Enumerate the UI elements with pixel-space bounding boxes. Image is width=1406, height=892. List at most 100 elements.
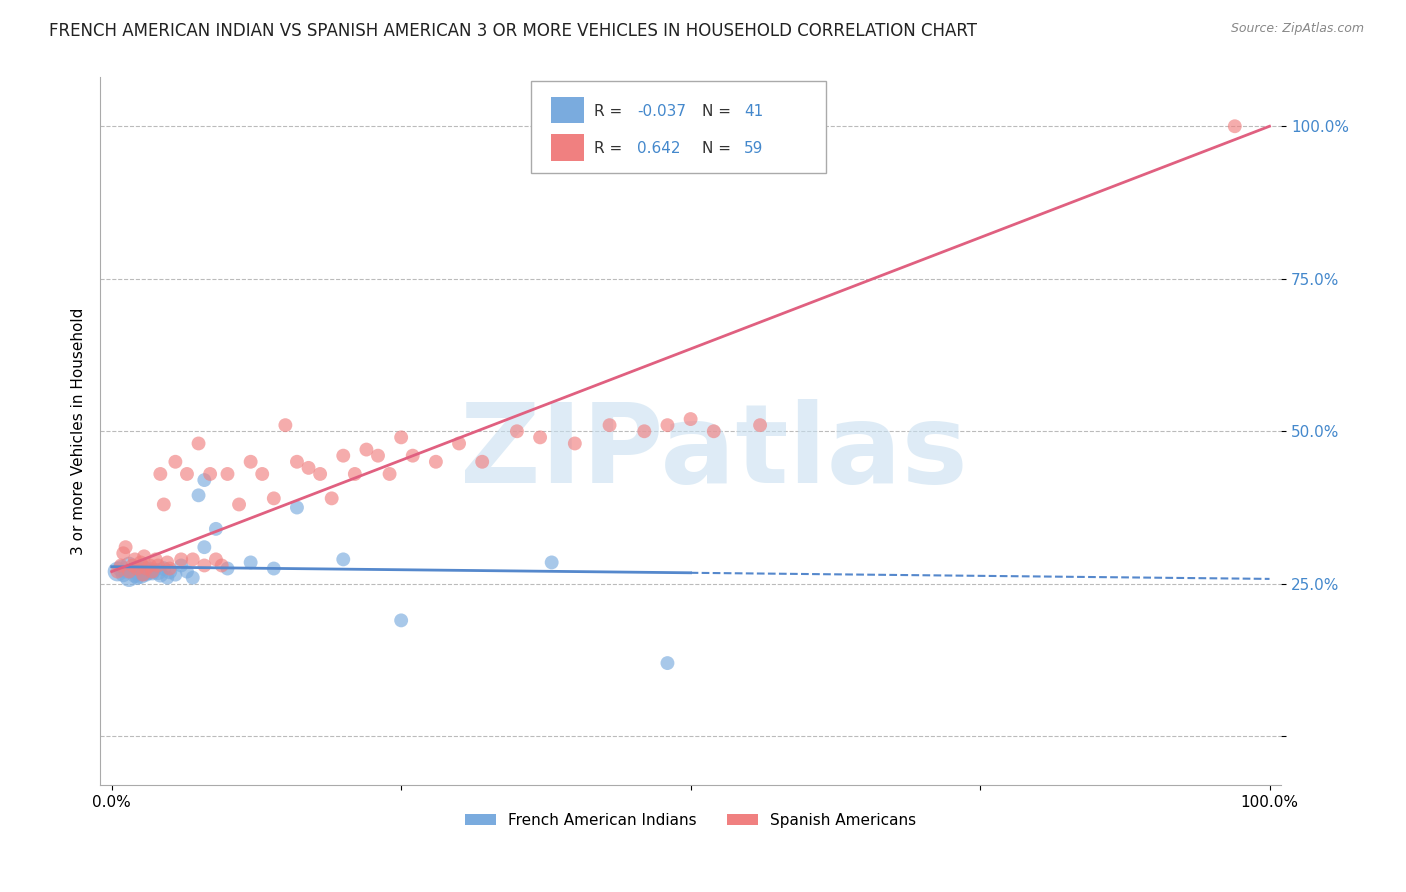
Point — [110, 558, 132, 573]
Point — [170, 552, 193, 566]
Point — [129, 567, 152, 582]
Point — [1223, 120, 1246, 134]
Point — [309, 467, 332, 481]
Point — [205, 552, 228, 566]
Point — [228, 498, 250, 512]
Point — [187, 488, 209, 502]
Point — [107, 565, 129, 579]
Point — [138, 561, 160, 575]
Y-axis label: 3 or more Vehicles in Household: 3 or more Vehicles in Household — [72, 308, 86, 555]
Point — [378, 467, 401, 481]
Point — [217, 561, 239, 575]
Point — [159, 565, 181, 579]
Point — [124, 552, 146, 566]
Point — [170, 558, 193, 573]
FancyBboxPatch shape — [531, 81, 827, 173]
Point — [165, 455, 187, 469]
Point — [135, 565, 157, 579]
Point — [127, 561, 149, 575]
Point — [118, 571, 141, 585]
Point — [146, 558, 169, 573]
Text: R =: R = — [593, 141, 627, 156]
Point — [149, 467, 172, 481]
Point — [134, 566, 156, 580]
Text: 41: 41 — [744, 103, 763, 119]
Point — [139, 558, 162, 573]
Point — [356, 442, 378, 457]
Point — [132, 567, 155, 582]
Point — [297, 461, 319, 475]
Text: -0.037: -0.037 — [637, 103, 686, 119]
Point — [679, 412, 702, 426]
Point — [217, 467, 239, 481]
Point — [274, 418, 297, 433]
Text: N =: N = — [703, 103, 737, 119]
Point — [332, 552, 354, 566]
Text: 59: 59 — [744, 141, 763, 156]
Point — [129, 565, 152, 579]
Point — [343, 467, 366, 481]
Text: 0.642: 0.642 — [637, 141, 681, 156]
Point — [239, 455, 262, 469]
Point — [657, 418, 679, 433]
Point — [114, 540, 136, 554]
Point — [141, 566, 163, 580]
Point — [107, 565, 129, 579]
Point — [165, 567, 187, 582]
Point — [263, 561, 285, 575]
Point — [132, 561, 155, 575]
Point — [156, 571, 179, 585]
Point — [149, 567, 172, 582]
Point — [402, 449, 425, 463]
Point — [205, 522, 228, 536]
Point — [263, 491, 285, 506]
Point — [252, 467, 274, 481]
Point — [657, 656, 679, 670]
Point — [153, 561, 176, 575]
Text: ZIPatlas: ZIPatlas — [460, 399, 969, 506]
Point — [141, 565, 163, 579]
Point — [139, 565, 162, 579]
Point — [110, 561, 132, 575]
Point — [181, 571, 204, 585]
Point — [193, 558, 215, 573]
Point — [367, 449, 389, 463]
Point — [540, 556, 562, 570]
Point — [471, 455, 494, 469]
Point — [389, 430, 412, 444]
Text: N =: N = — [703, 141, 737, 156]
Point — [321, 491, 343, 506]
Point — [143, 563, 166, 577]
Point — [127, 571, 149, 585]
Point — [193, 473, 215, 487]
Point — [127, 561, 149, 575]
Point — [176, 467, 198, 481]
Point — [121, 558, 143, 573]
Point — [112, 546, 135, 560]
Point — [425, 455, 447, 469]
Point — [633, 424, 655, 438]
Point — [749, 418, 772, 433]
Point — [211, 558, 233, 573]
Point — [193, 540, 215, 554]
Point — [332, 449, 354, 463]
Point — [187, 436, 209, 450]
Point — [506, 424, 529, 438]
Bar — [551, 134, 585, 161]
Point — [285, 455, 308, 469]
Point — [159, 561, 181, 575]
Point — [198, 467, 221, 481]
Point — [134, 549, 156, 564]
Point — [153, 498, 176, 512]
Point — [124, 567, 146, 582]
Point — [447, 436, 470, 450]
Point — [176, 565, 198, 579]
Point — [389, 613, 412, 627]
Text: Source: ZipAtlas.com: Source: ZipAtlas.com — [1230, 22, 1364, 36]
Text: FRENCH AMERICAN INDIAN VS SPANISH AMERICAN 3 OR MORE VEHICLES IN HOUSEHOLD CORRE: FRENCH AMERICAN INDIAN VS SPANISH AMERIC… — [49, 22, 977, 40]
Point — [156, 556, 179, 570]
Point — [239, 556, 262, 570]
Point — [703, 424, 725, 438]
Bar — [551, 96, 585, 123]
Point — [529, 430, 551, 444]
